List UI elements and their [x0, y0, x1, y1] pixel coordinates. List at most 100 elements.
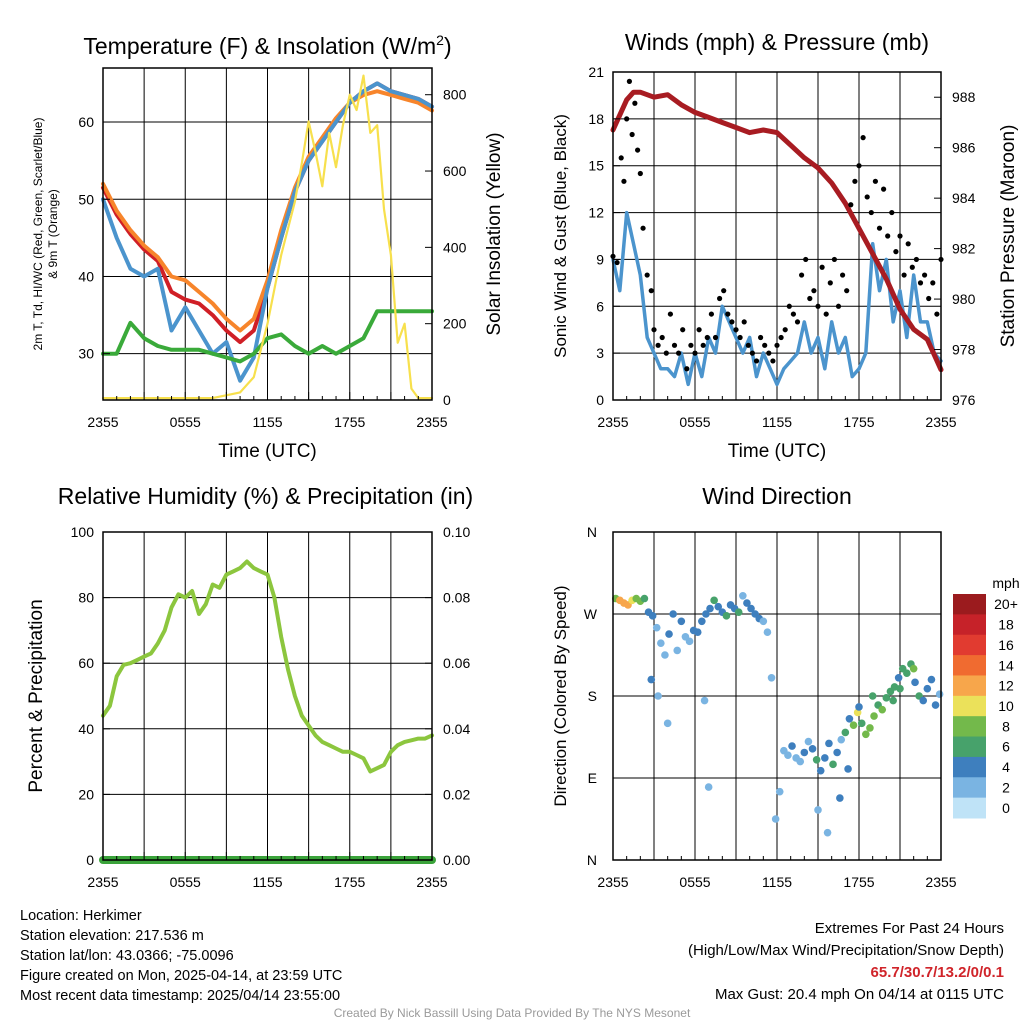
- gust-point: [913, 256, 920, 263]
- gust-point: [712, 334, 719, 341]
- direction-point: [841, 728, 850, 737]
- direction-point: [800, 748, 809, 757]
- chart-title: Wind Direction: [702, 483, 852, 509]
- colorbar-label: 12: [998, 678, 1014, 694]
- x-axis-label: Time (UTC): [218, 441, 317, 462]
- gust-point: [926, 295, 932, 302]
- y-axis-label-line2: & 9m T (Orange): [46, 189, 60, 279]
- direction-point: [661, 651, 669, 659]
- y2-tick-label: 980: [952, 291, 976, 307]
- direction-point: [894, 673, 903, 682]
- direction-point: [700, 696, 709, 705]
- chart-title: Winds (mph) & Pressure (mb): [625, 29, 929, 55]
- direction-point: [931, 701, 940, 709]
- gust-point: [827, 280, 833, 286]
- y-tick-label: 60: [78, 114, 94, 130]
- y2-tick-label: 0.06: [443, 655, 470, 671]
- gust-point: [729, 319, 735, 325]
- x-tick-label: 1155: [252, 414, 282, 430]
- y2-tick-label: 984: [952, 190, 976, 206]
- series-line: [101, 309, 434, 364]
- gust-point: [885, 233, 891, 239]
- colorbar-label: 8: [1002, 718, 1010, 734]
- direction-point: [654, 692, 662, 700]
- colorbar-swatch: [953, 594, 986, 615]
- gust-point: [917, 280, 924, 286]
- colorbar-label: 0: [1002, 800, 1010, 816]
- y2-tick-label: 988: [952, 89, 976, 105]
- y2-tick-label: 0: [443, 392, 451, 408]
- direction-point: [775, 787, 784, 796]
- station-location: Location: Herkimer: [20, 908, 142, 924]
- x-tick-label: 1755: [843, 414, 874, 430]
- gust-point: [881, 186, 887, 192]
- gust-point: [700, 342, 706, 348]
- direction-point: [788, 742, 796, 750]
- gust-point: [737, 334, 743, 341]
- station-info: Location: Herkimer Station elevation: 21…: [20, 906, 342, 1006]
- y-tick-label: E: [588, 770, 597, 786]
- direction-point: [814, 806, 822, 814]
- gust-point: [835, 303, 842, 309]
- gust-point: [644, 272, 650, 278]
- gust-point: [844, 288, 850, 294]
- gust-point: [667, 311, 674, 317]
- direction-point: [648, 612, 657, 620]
- direction-point: [825, 739, 833, 748]
- gust-point: [717, 295, 723, 302]
- direction-point: [685, 637, 694, 646]
- direction-point: [837, 735, 846, 744]
- x-tick-label: 0555: [170, 874, 201, 890]
- direction-point: [665, 630, 673, 638]
- gust-point: [621, 178, 627, 184]
- y2-tick-label: 0.04: [443, 721, 470, 737]
- gust-point: [680, 327, 686, 333]
- direction-point: [704, 783, 713, 791]
- colorbar-label: 20+: [994, 596, 1018, 612]
- gust-point: [618, 155, 624, 161]
- direction-point: [771, 815, 780, 823]
- gust-point: [676, 350, 682, 356]
- gust-point: [632, 100, 638, 106]
- y-tick-label: 12: [588, 205, 604, 221]
- gust-point: [790, 311, 797, 317]
- direction-point: [855, 703, 863, 711]
- y-tick-label: 60: [78, 655, 94, 671]
- x-tick-label: 2355: [925, 414, 956, 430]
- direction-point: [935, 690, 944, 698]
- colorbar-swatch: [953, 634, 986, 656]
- direction-point: [812, 755, 821, 764]
- gust-point: [864, 194, 870, 200]
- y2-axis-label: Station Pressure (Maroon): [998, 125, 1019, 348]
- direction-point: [923, 684, 932, 693]
- gust-point: [819, 264, 825, 270]
- x-tick-label: 2355: [925, 874, 956, 890]
- gust-point: [708, 311, 715, 317]
- direction-point: [710, 596, 718, 605]
- direction-point: [816, 766, 825, 775]
- x-tick-label: 2355: [87, 414, 118, 430]
- gust-point: [659, 334, 665, 341]
- direction-point: [919, 696, 928, 705]
- y-tick-label: N: [587, 852, 597, 868]
- y-axis-label: Direction (Colored By Speed): [551, 585, 570, 806]
- gust-point: [872, 178, 879, 184]
- direction-point: [698, 617, 706, 626]
- direction-point: [821, 754, 829, 762]
- y-tick-label: 3: [596, 345, 604, 361]
- direction-point: [702, 610, 710, 618]
- y-tick-label: S: [588, 688, 597, 704]
- gust-point: [741, 319, 747, 325]
- direction-point: [640, 594, 649, 603]
- y-tick-label: 20: [78, 786, 94, 802]
- panel-3: 2355 0555 1155 1755 2355 0 20 40 60 80 100 0.00 0.02…: [26, 483, 473, 890]
- colorbar-swatch: [953, 695, 986, 717]
- gust-point: [684, 366, 690, 372]
- direction-point: [647, 675, 656, 684]
- gust-point: [614, 259, 620, 266]
- y-tick-label: N: [587, 524, 597, 540]
- gust-point: [637, 170, 643, 177]
- series-line: [101, 81, 434, 383]
- gust-point: [893, 249, 899, 255]
- y-axis-label: Sonic Wind & Gust (Blue, Black): [551, 114, 570, 358]
